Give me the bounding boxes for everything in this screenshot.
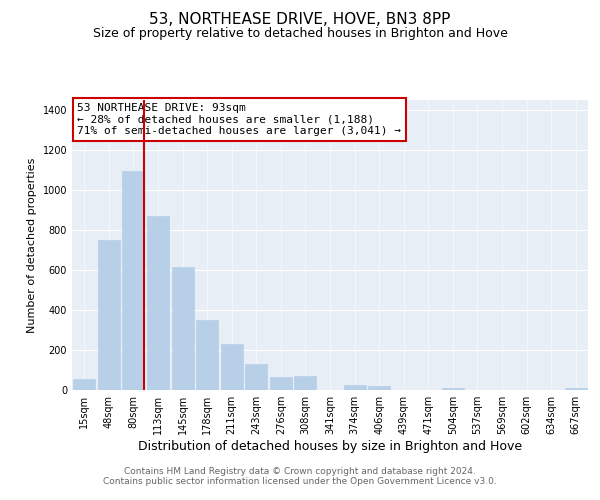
Bar xyxy=(196,320,218,390)
X-axis label: Distribution of detached houses by size in Brighton and Hove: Distribution of detached houses by size … xyxy=(138,440,522,453)
Bar xyxy=(295,376,316,390)
Bar xyxy=(221,344,243,390)
Y-axis label: Number of detached properties: Number of detached properties xyxy=(27,158,37,332)
Bar xyxy=(147,216,169,390)
Text: 53 NORTHEASE DRIVE: 93sqm
← 28% of detached houses are smaller (1,188)
71% of se: 53 NORTHEASE DRIVE: 93sqm ← 28% of detac… xyxy=(77,103,401,136)
Bar xyxy=(565,388,587,390)
Bar xyxy=(344,385,365,390)
Text: Size of property relative to detached houses in Brighton and Hove: Size of property relative to detached ho… xyxy=(92,28,508,40)
Bar xyxy=(73,379,95,390)
Bar xyxy=(122,171,145,390)
Text: Contains HM Land Registry data © Crown copyright and database right 2024.: Contains HM Land Registry data © Crown c… xyxy=(124,467,476,476)
Bar xyxy=(442,388,464,390)
Bar xyxy=(98,240,120,390)
Bar xyxy=(270,377,292,390)
Bar xyxy=(368,386,390,390)
Bar xyxy=(172,267,194,390)
Bar xyxy=(245,364,268,390)
Text: Contains public sector information licensed under the Open Government Licence v3: Contains public sector information licen… xyxy=(103,477,497,486)
Text: 53, NORTHEASE DRIVE, HOVE, BN3 8PP: 53, NORTHEASE DRIVE, HOVE, BN3 8PP xyxy=(149,12,451,28)
